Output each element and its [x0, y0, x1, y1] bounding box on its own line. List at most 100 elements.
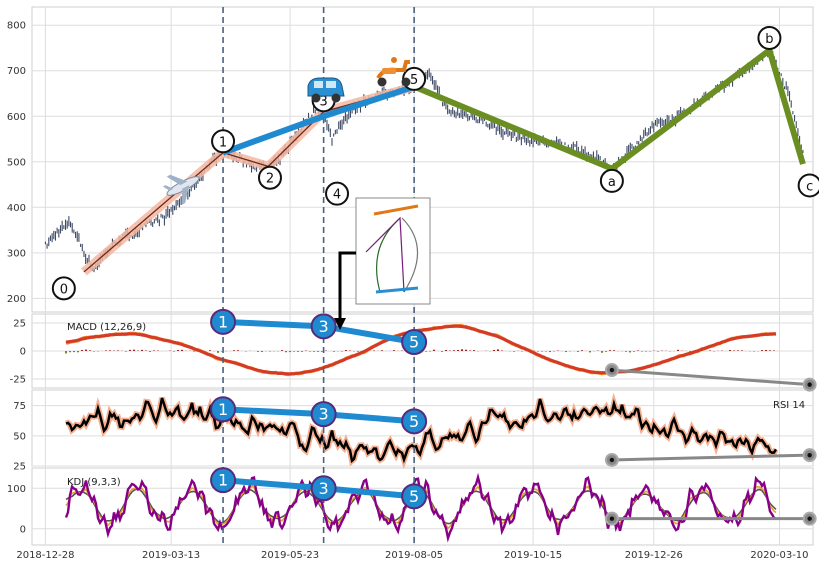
car-icon [307, 77, 345, 103]
macd-wave-marker-label: 5 [409, 333, 419, 352]
macd-histogram-bar [513, 351, 515, 352]
macd-histogram-bar [77, 351, 79, 353]
rsi-wave-marker: 1 [210, 396, 237, 423]
price-wave-marker-label: 3 [319, 94, 327, 109]
macd-histogram-bar [709, 350, 711, 351]
macd-wave-marker: 3 [310, 313, 337, 340]
macd-histogram-bar [85, 349, 87, 351]
macd-wave-marker-circle [401, 329, 428, 356]
macd-histogram-bar [321, 351, 323, 352]
macd-histogram-bar [589, 351, 591, 353]
macd-histogram-bar [609, 350, 611, 351]
scooter-wheel [377, 77, 387, 87]
macd-histogram-bar [125, 351, 127, 352]
x-tick-label: 2019-08-05 [385, 550, 443, 561]
scooter-rider [391, 57, 397, 63]
macd-y-tick-label: 0 [20, 347, 26, 358]
price-wave-marker: 1 [211, 129, 236, 154]
price-y-tick-label: 800 [7, 21, 26, 32]
macd-histogram-bar [637, 350, 639, 351]
macd-histogram-bar [117, 350, 119, 351]
scooter-wheel [401, 77, 411, 87]
macd-histogram-bar [465, 349, 467, 351]
kdj-wave-marker-label: 3 [319, 479, 329, 498]
car-wheel [311, 93, 321, 103]
macd-histogram-bar [441, 351, 443, 352]
macd-histogram-bar [293, 351, 295, 352]
rsi-panel-label: RSI 14 [773, 400, 805, 411]
macd-histogram-bar [753, 351, 755, 352]
price-wave-marker-label: c [806, 179, 813, 194]
macd-panel-label: MACD (12,26,9) [67, 322, 146, 333]
macd-histogram-bar [297, 351, 299, 352]
rsi-wave-marker-label: 5 [409, 412, 419, 431]
macd-histogram-bar [357, 351, 359, 352]
price-wave-marker-label: a [608, 175, 616, 190]
macd-histogram-bar [473, 350, 475, 351]
price-wave-marker-circle [797, 173, 819, 198]
macd-histogram-bar [149, 351, 151, 352]
scooter-icon [376, 57, 411, 87]
price-y-tick-label: 200 [7, 294, 26, 305]
macd-histogram-bar [81, 350, 83, 351]
macd-histogram-bar [341, 351, 343, 352]
airplane-wing [166, 174, 188, 186]
macd-histogram-bar [153, 350, 155, 351]
macd-histogram-bar [737, 350, 739, 351]
macd-histogram-bar [233, 350, 235, 351]
kdj-y-tick-label: 100 [7, 484, 26, 495]
macd-histogram-bar [173, 351, 175, 352]
scooter-seat [382, 68, 396, 74]
macd-histogram-bar [73, 351, 75, 353]
macd-histogram-bar [549, 351, 551, 353]
price-y-tick-label: 600 [7, 112, 26, 123]
rsi-wave-marker-label: 1 [218, 400, 228, 419]
macd-histogram-bar [457, 350, 459, 351]
wave-major-line [222, 83, 416, 156]
car-window [314, 81, 323, 88]
x-tick-label: 2018-12-28 [16, 550, 74, 561]
kdj-wave-marker-circle [310, 475, 337, 502]
macd-divergence-dot [807, 382, 812, 387]
macd-histogram-bar [761, 350, 763, 351]
wave-correction-line [412, 47, 806, 172]
rsi-line [65, 397, 778, 464]
macd-histogram-bar [577, 351, 579, 352]
price-wave-marker: 2 [257, 165, 282, 190]
macd-wave-marker-circle [310, 313, 337, 340]
inset-stroke [373, 204, 419, 216]
kdj-wave-marker-circle [210, 467, 237, 494]
rsi-wave-marker: 3 [310, 401, 337, 428]
inset-stroke [375, 286, 419, 294]
macd-wave-marker: 5 [401, 329, 428, 356]
macd-histogram-bar [289, 351, 291, 353]
price-wave-marker-label: 5 [410, 73, 418, 88]
macd-histogram-bar [69, 351, 71, 353]
price-wave-marker-circle [599, 168, 624, 193]
rsi-y-tick-label: 25 [13, 462, 26, 473]
rsi-y-tick-label: 50 [13, 431, 26, 442]
macd-histogram-bar [237, 350, 239, 351]
macd-histogram-bar [677, 349, 679, 351]
macd-histogram-bar [497, 349, 499, 351]
macd-histogram-bar [217, 351, 219, 353]
x-tick-label: 2020-03-10 [750, 550, 808, 561]
macd-divergence-line [611, 368, 810, 387]
macd-histogram-bar [733, 350, 735, 351]
rsi-divergence-dot [807, 452, 812, 458]
kdj-divergence-dot [609, 516, 615, 521]
macd-histogram-bar [625, 351, 627, 352]
macd-histogram-bar [373, 350, 375, 351]
macd-histogram-bar [541, 351, 543, 352]
macd-histogram-bar [313, 351, 315, 352]
rsi-y-tick-label: 75 [13, 401, 26, 412]
kdj-wave-marker-label: 1 [218, 471, 228, 490]
macd-histogram-bar [141, 349, 143, 351]
airplane-icon [162, 174, 200, 205]
x-tick-label: 2019-05-23 [261, 550, 319, 561]
price-wave-marker: c [797, 173, 819, 198]
kdj-wave-marker: 5 [401, 483, 428, 510]
macd-wave-marker-circle [210, 308, 237, 335]
x-tick-label: 2019-12-26 [625, 550, 683, 561]
